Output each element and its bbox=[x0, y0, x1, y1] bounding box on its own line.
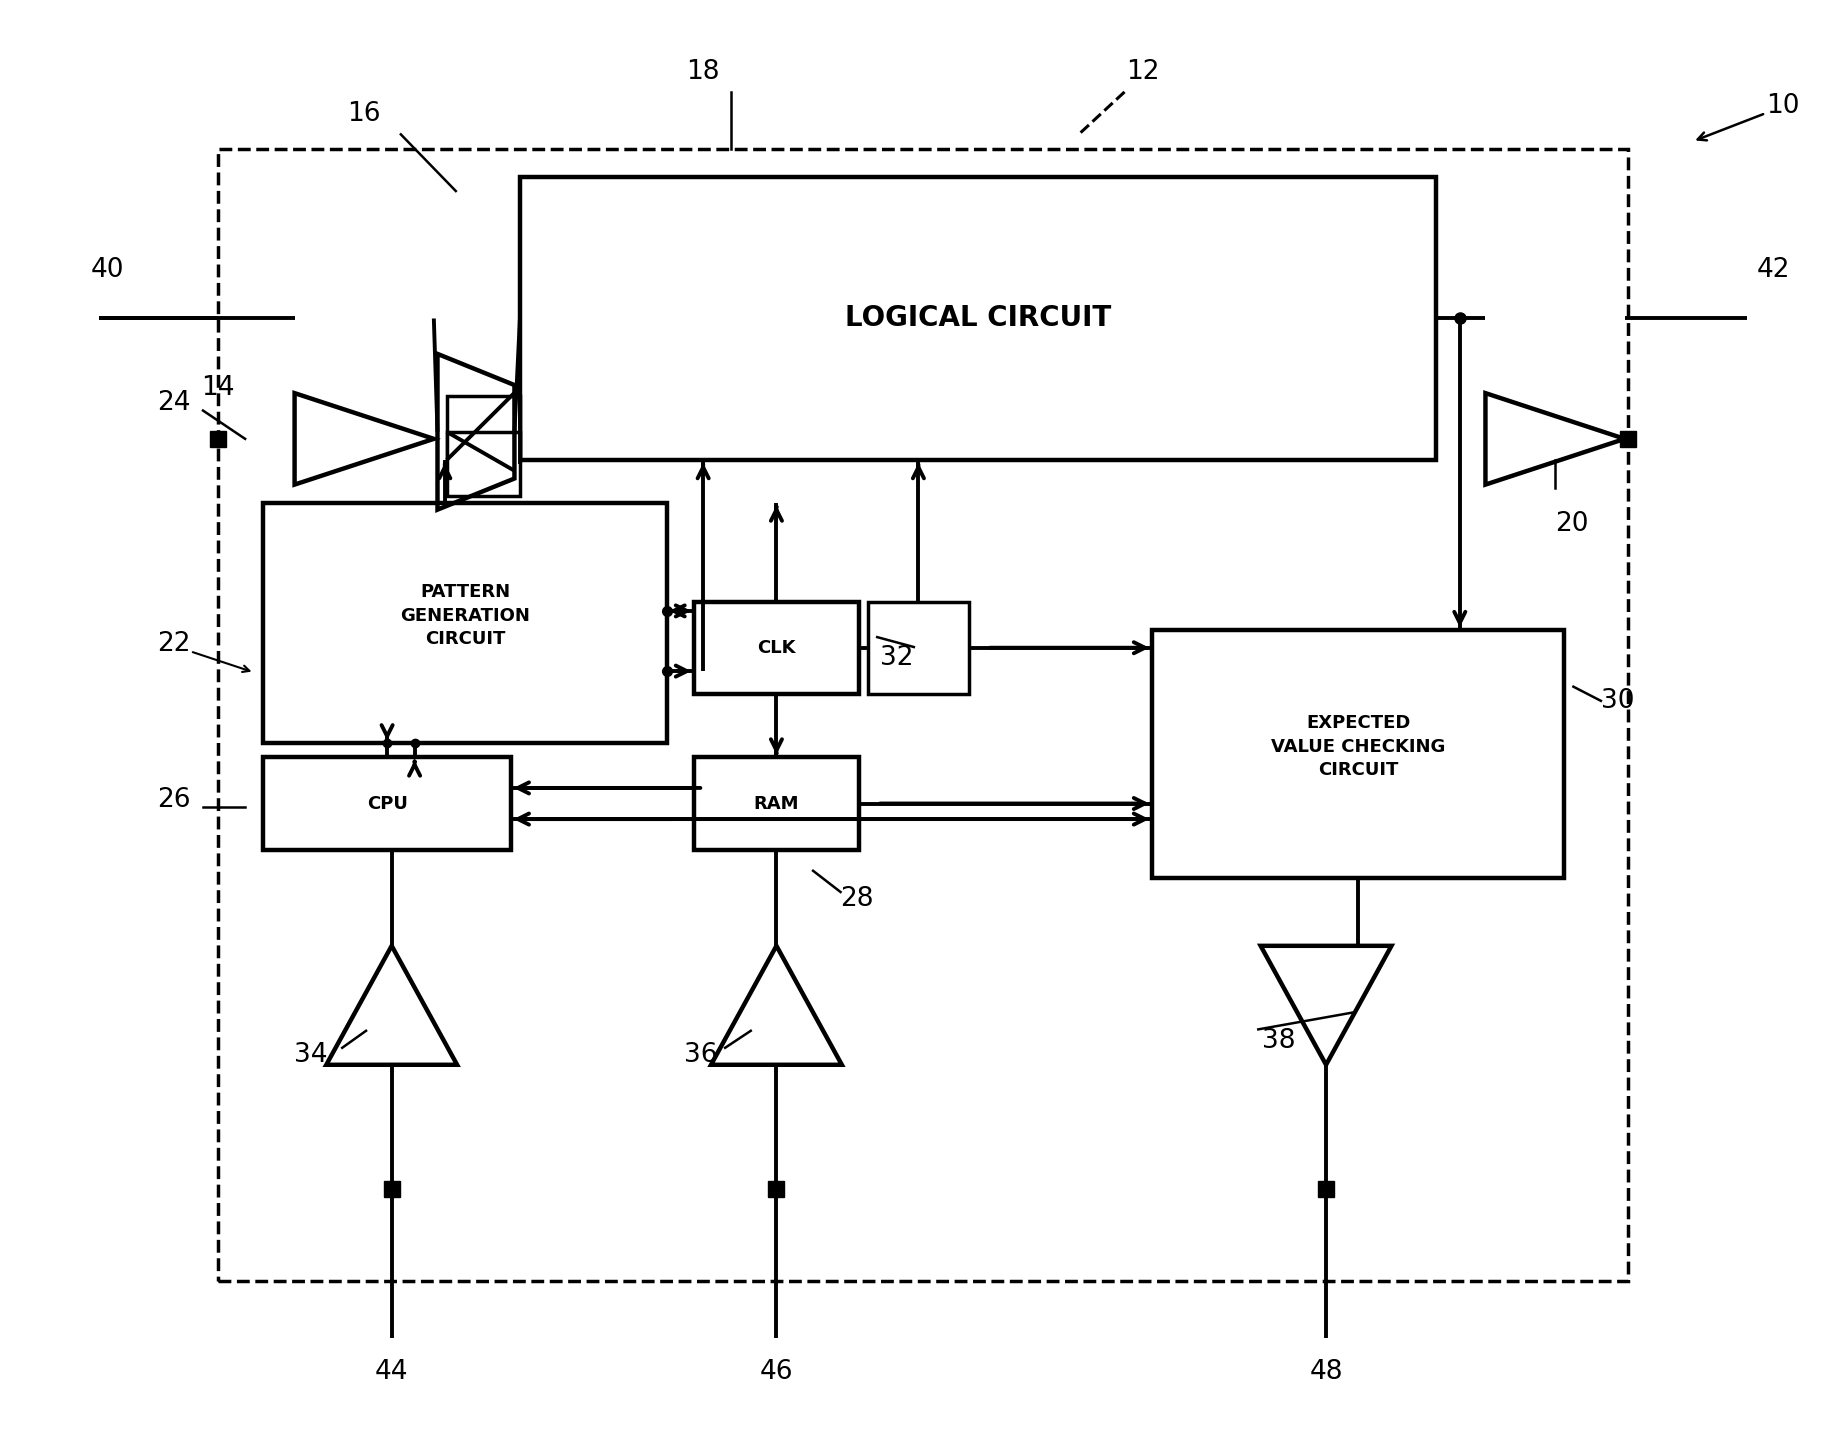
Text: 16: 16 bbox=[347, 102, 380, 127]
Text: 10: 10 bbox=[1767, 93, 1800, 119]
Text: 42: 42 bbox=[1757, 257, 1791, 283]
Text: 18: 18 bbox=[687, 59, 720, 84]
Text: 40: 40 bbox=[90, 257, 124, 283]
Text: 44: 44 bbox=[375, 1360, 408, 1386]
Bar bbox=[694, 758, 858, 849]
Text: 48: 48 bbox=[1309, 1360, 1342, 1386]
Text: RAM: RAM bbox=[753, 795, 799, 812]
Text: 46: 46 bbox=[761, 1360, 794, 1386]
Text: 32: 32 bbox=[881, 645, 914, 671]
Text: 14: 14 bbox=[201, 375, 234, 402]
Bar bbox=[521, 177, 1436, 460]
Text: 28: 28 bbox=[840, 887, 873, 912]
Bar bbox=[264, 502, 666, 744]
Text: 38: 38 bbox=[1263, 1028, 1296, 1054]
Bar bbox=[1152, 631, 1564, 878]
Text: 34: 34 bbox=[294, 1042, 327, 1068]
Bar bbox=[218, 149, 1628, 1281]
Text: PATTERN
GENERATION
CIRCUIT: PATTERN GENERATION CIRCUIT bbox=[401, 583, 530, 648]
Bar bbox=[447, 432, 521, 496]
Bar bbox=[447, 396, 521, 460]
Text: EXPECTED
VALUE CHECKING
CIRCUIT: EXPECTED VALUE CHECKING CIRCUIT bbox=[1270, 714, 1445, 779]
Bar bbox=[868, 602, 969, 694]
Text: CPU: CPU bbox=[367, 795, 408, 812]
Text: 36: 36 bbox=[685, 1042, 718, 1068]
Text: 12: 12 bbox=[1126, 59, 1159, 84]
Text: 30: 30 bbox=[1600, 688, 1634, 714]
Text: 26: 26 bbox=[157, 787, 190, 814]
Text: 24: 24 bbox=[157, 390, 190, 416]
Text: 22: 22 bbox=[157, 631, 190, 658]
Bar bbox=[694, 602, 858, 694]
Text: LOGICAL CIRCUIT: LOGICAL CIRCUIT bbox=[845, 305, 1111, 333]
Text: CLK: CLK bbox=[757, 639, 796, 656]
Bar bbox=[264, 758, 511, 849]
Text: 20: 20 bbox=[1554, 511, 1589, 536]
